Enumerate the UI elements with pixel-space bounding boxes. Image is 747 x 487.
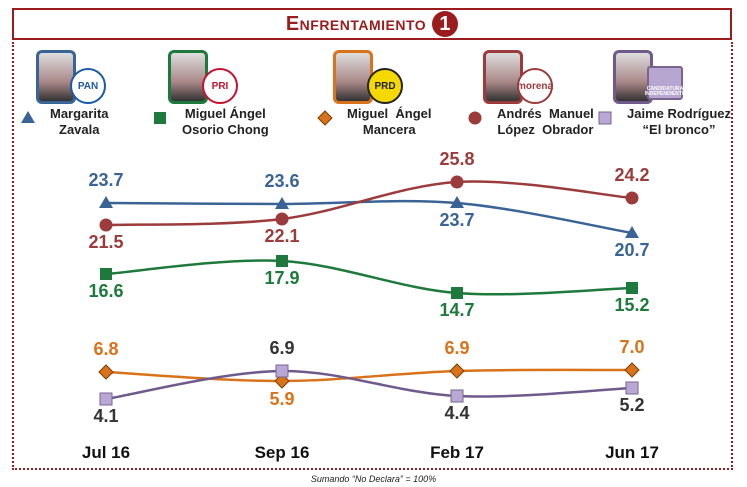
data-point (450, 196, 464, 208)
data-point (99, 218, 113, 232)
data-point (99, 392, 113, 406)
data-point (275, 364, 289, 378)
data-point (99, 196, 113, 208)
legend-marker-triangle (21, 111, 35, 123)
legend-item: PRD Miguel Ángel Mancera (317, 50, 465, 140)
series-2: 6.8 5.9 6.9 7.0 (93, 337, 644, 409)
data-label: 14.7 (439, 300, 474, 320)
data-label: 23.7 (88, 170, 123, 190)
chart-frame (12, 42, 733, 470)
legend-item: PRI Miguel Ángel Osorio Chong (154, 50, 300, 140)
x-tick-label: Jun 17 (605, 443, 659, 462)
legend-item: PAN Margarita Zavala (21, 50, 168, 140)
footnote: Sumando “No Declara” = 100% (310, 474, 437, 484)
legend-marker-square-light (598, 111, 612, 125)
legend-marker-square (154, 112, 166, 124)
candidate-photo (613, 50, 653, 104)
data-label: 20.7 (614, 240, 649, 260)
data-label: 21.5 (88, 232, 123, 252)
party-logo: CANDIDATURA INDEPENDIENTE (644, 66, 686, 100)
data-point (451, 287, 463, 299)
data-point (449, 363, 465, 379)
data-label: 25.8 (439, 149, 474, 169)
data-label: 6.9 (269, 338, 294, 358)
title-number-badge: 1 (432, 11, 459, 37)
data-label: 16.6 (88, 281, 123, 301)
party-logo: PAN (70, 68, 106, 104)
candidate-name: Miguel Ángel Mancera (347, 106, 432, 137)
candidate-name: Jaime Rodríguez “El bronco” (627, 106, 732, 137)
series-1: 16.6 17.9 14.7 15.2 (88, 255, 650, 320)
data-point (625, 381, 639, 395)
data-point (276, 255, 288, 267)
series-line (105, 199, 633, 235)
party-name: CANDIDATURA INDEPENDIENTE (644, 86, 686, 97)
party-name: PRI (211, 80, 229, 92)
data-point (100, 268, 112, 280)
candidate-name: Margarita Zavala (50, 106, 109, 137)
party-name: PRD (374, 80, 396, 92)
data-point (626, 282, 638, 294)
legend-item: CANDIDATURA INDEPENDIENTE Jaime Rodríguez… (598, 50, 745, 140)
candidate-photo (333, 50, 373, 104)
series-line (105, 368, 633, 383)
data-label: 23.7 (439, 210, 474, 230)
data-point (450, 175, 464, 189)
series-line (105, 259, 633, 296)
candidate-photo (36, 50, 76, 104)
data-point (624, 362, 640, 378)
data-label: 23.6 (264, 171, 299, 191)
data-label: 5.9 (269, 389, 294, 409)
data-label: 24.2 (614, 165, 649, 185)
legend-item: morena Andrés Manuel López Obrador (468, 50, 615, 140)
data-label: 15.2 (614, 295, 649, 315)
data-label: 5.2 (619, 395, 644, 415)
x-tick-label: Feb 17 (430, 443, 484, 462)
legend-marker-circle (468, 111, 482, 125)
data-label: 6.9 (444, 338, 469, 358)
series-line (105, 369, 633, 401)
data-point (275, 212, 289, 226)
data-label: 22.1 (264, 226, 299, 246)
party-logo: morena (517, 68, 553, 104)
party-name: PAN (77, 80, 99, 92)
data-label: 6.8 (93, 339, 118, 359)
series-3: 21.5 22.1 25.8 24.2 (88, 149, 649, 252)
party-name: morena (516, 80, 554, 92)
data-point (625, 191, 639, 205)
series-0: 23.7 23.6 23.7 20.7 (88, 170, 649, 260)
data-point (625, 226, 639, 238)
data-label: 4.4 (444, 403, 469, 423)
data-point (98, 364, 114, 380)
data-point (450, 389, 464, 403)
data-label: 17.9 (264, 268, 299, 288)
legend-marker-diamond (317, 110, 333, 126)
data-point (275, 197, 289, 209)
x-tick-label: Sep 16 (255, 443, 310, 462)
x-tick-label: Jul 16 (82, 443, 130, 462)
data-label: 7.0 (619, 337, 644, 357)
party-logo: PRI (202, 68, 238, 104)
chart-title: Enfrentamiento 1 (12, 8, 732, 40)
series-4: 4.1 6.9 4.4 5.2 (93, 338, 644, 426)
party-logo: PRD (367, 68, 403, 104)
candidate-name: Miguel Ángel Osorio Chong (182, 106, 269, 137)
series-line (105, 180, 633, 227)
candidate-name: Andrés Manuel López Obrador (497, 106, 594, 137)
data-label: 4.1 (93, 406, 118, 426)
